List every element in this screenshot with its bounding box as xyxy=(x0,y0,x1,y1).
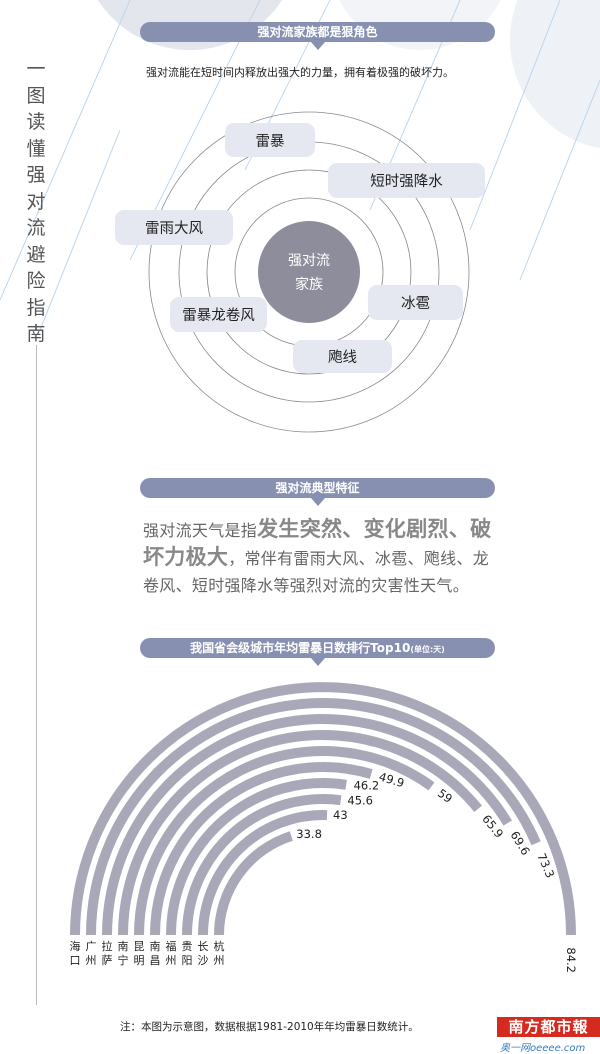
center-label-2: 家族 xyxy=(295,276,323,293)
member-tag: 雷暴 xyxy=(225,123,315,157)
center-disk xyxy=(258,221,360,323)
chart-unit: (单位:天) xyxy=(410,645,445,654)
category-label: 昆 xyxy=(134,940,145,953)
category-label: 州 xyxy=(214,954,225,967)
category-label: 长 xyxy=(198,940,209,953)
bar-海口 xyxy=(70,682,576,936)
radial-bar-chart: 84.2海口73.3广州69.6拉萨65.9南宁59昆明49.9南昌46.2福州… xyxy=(70,682,578,973)
member-tag: 短时强降水 xyxy=(328,163,485,198)
side-title-char: 南 xyxy=(26,323,46,345)
bar-昆明 xyxy=(134,746,435,936)
publisher-logo: 南方都市報 xyxy=(497,1017,600,1037)
side-title-char: 流 xyxy=(26,217,46,239)
bar-杭州 xyxy=(214,831,293,936)
value-label: 45.6 xyxy=(347,794,373,808)
category-label: 广 xyxy=(86,940,97,953)
side-title-char: 一 xyxy=(26,58,46,80)
chart-title: 我国省会级城市年均雷暴日数排行Top10 xyxy=(190,641,411,655)
family-circles: 强对流 家族 xyxy=(148,111,470,433)
member-tag: 雷暴龙卷风 xyxy=(170,297,267,332)
text-bold: 发生突然、变化剧烈、破坏力极大 xyxy=(143,517,492,569)
member-tag: 雷雨大风 xyxy=(115,210,233,245)
text-pre: 强对流天气是指 xyxy=(143,521,258,540)
category-label: 杭 xyxy=(214,939,225,953)
side-title-char: 险 xyxy=(26,270,46,292)
section1-subtitle: 强对流能在短时间内释放出强大的力量，拥有着极强的破坏力。 xyxy=(146,66,454,79)
category-label: 南 xyxy=(118,940,129,953)
bar-南宁 xyxy=(118,730,483,936)
category-label: 萨 xyxy=(102,954,113,967)
category-label: 贵 xyxy=(182,940,193,953)
text-post: ，常伴有雷雨大风、冰雹、飑线、龙卷风、短时强降水等强烈对流的灾害性天气。 xyxy=(143,549,490,595)
member-tag: 飑线 xyxy=(293,340,392,373)
category-label: 南 xyxy=(150,940,161,953)
section2-text: 强对流天气是指发生突然、变化剧烈、破坏力极大，常伴有雷雨大风、冰雹、飑线、龙卷风… xyxy=(143,516,503,599)
category-label: 阳 xyxy=(182,954,193,967)
center-label-1: 强对流 xyxy=(288,253,330,269)
category-label: 宁 xyxy=(118,953,129,967)
bar-拉萨 xyxy=(102,714,513,936)
side-title: 一图读懂强对流避险指南 xyxy=(26,56,46,348)
footer-note: 注：本图为示意图，数据根据1981-2010年年均雷暴日数统计。 xyxy=(120,1021,419,1033)
bar-广州 xyxy=(86,698,541,936)
side-title-char: 避 xyxy=(26,243,46,266)
publisher-subtitle: 奥一网oeeee.com xyxy=(500,1043,586,1054)
value-label: 59 xyxy=(435,786,455,806)
side-title-char: 懂 xyxy=(26,137,46,160)
category-label: 明 xyxy=(134,954,145,967)
category-label: 沙 xyxy=(198,954,209,967)
category-label: 口 xyxy=(70,954,81,967)
category-label: 拉 xyxy=(102,939,113,953)
bar-长沙 xyxy=(198,810,328,936)
category-label: 海 xyxy=(70,939,81,953)
section2-title: 强对流典型特征 xyxy=(140,478,495,506)
value-label: 43 xyxy=(333,808,348,822)
side-title-char: 图 xyxy=(26,84,46,107)
bar-福州 xyxy=(166,778,347,936)
member-tag: 冰雹 xyxy=(368,285,463,320)
bar-南昌 xyxy=(150,762,373,936)
section3-title: 我国省会级城市年均雷暴日数排行Top10(单位:天) xyxy=(140,638,495,666)
side-title-char: 强 xyxy=(26,164,46,186)
value-label: 84.2 xyxy=(564,947,578,973)
side-divider xyxy=(36,345,37,1005)
side-title-char: 对 xyxy=(26,190,46,213)
category-label: 州 xyxy=(166,954,177,967)
side-title-char: 指 xyxy=(26,296,46,319)
bar-贵阳 xyxy=(182,794,342,936)
category-label: 州 xyxy=(86,954,97,967)
side-title-char: 读 xyxy=(26,111,46,133)
section1-title: 强对流家族都是狠角色 xyxy=(140,22,495,50)
value-label: 33.8 xyxy=(296,827,322,841)
category-label: 福 xyxy=(166,939,177,953)
value-label: 46.2 xyxy=(354,779,380,793)
category-label: 昌 xyxy=(150,954,161,967)
